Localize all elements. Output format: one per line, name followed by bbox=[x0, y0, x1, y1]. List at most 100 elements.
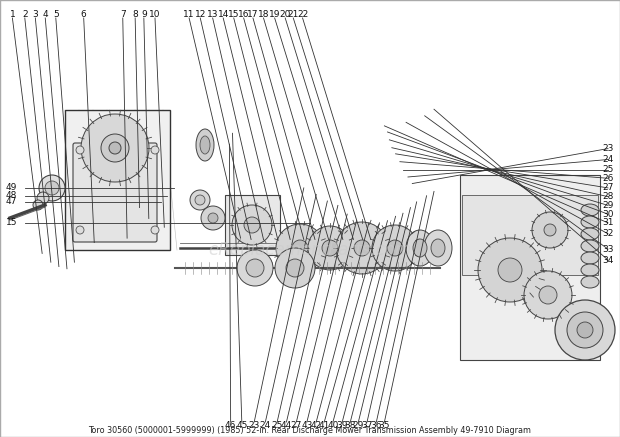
Ellipse shape bbox=[286, 259, 304, 277]
Text: 27: 27 bbox=[603, 184, 614, 192]
Text: 29: 29 bbox=[353, 421, 364, 430]
Text: 12: 12 bbox=[195, 10, 206, 19]
Text: 29: 29 bbox=[603, 201, 614, 210]
Ellipse shape bbox=[524, 271, 572, 319]
Ellipse shape bbox=[544, 224, 556, 236]
Ellipse shape bbox=[237, 250, 273, 286]
Ellipse shape bbox=[581, 276, 599, 288]
Ellipse shape bbox=[196, 129, 214, 161]
Text: 1: 1 bbox=[9, 10, 16, 19]
Bar bbox=[65, 110, 170, 250]
Text: 49: 49 bbox=[6, 184, 17, 192]
Text: 24: 24 bbox=[260, 421, 271, 430]
Ellipse shape bbox=[498, 258, 522, 282]
Ellipse shape bbox=[539, 286, 557, 304]
Text: 9: 9 bbox=[141, 10, 147, 19]
Ellipse shape bbox=[232, 205, 272, 245]
Text: 14: 14 bbox=[218, 10, 229, 19]
Text: 4: 4 bbox=[42, 10, 48, 19]
Ellipse shape bbox=[151, 226, 159, 234]
Ellipse shape bbox=[387, 240, 403, 256]
Text: 19: 19 bbox=[269, 10, 280, 19]
Ellipse shape bbox=[109, 142, 121, 154]
Text: 34: 34 bbox=[603, 256, 614, 264]
Ellipse shape bbox=[581, 252, 599, 264]
Text: 23: 23 bbox=[249, 421, 260, 430]
Text: 24: 24 bbox=[603, 155, 614, 164]
Ellipse shape bbox=[101, 134, 129, 162]
Ellipse shape bbox=[581, 264, 599, 276]
Text: 13: 13 bbox=[207, 10, 218, 19]
Text: 39: 39 bbox=[337, 421, 348, 430]
Text: 21: 21 bbox=[288, 10, 299, 19]
Bar bbox=[462, 195, 598, 275]
Text: 37: 37 bbox=[361, 421, 373, 430]
Text: 30: 30 bbox=[603, 210, 614, 218]
FancyBboxPatch shape bbox=[73, 143, 157, 242]
Ellipse shape bbox=[81, 114, 149, 182]
Text: 15: 15 bbox=[6, 218, 17, 227]
Text: 32: 32 bbox=[603, 229, 614, 238]
Text: 18: 18 bbox=[258, 10, 269, 19]
Ellipse shape bbox=[406, 230, 434, 266]
Text: 38: 38 bbox=[345, 421, 356, 430]
Text: 35: 35 bbox=[379, 421, 390, 430]
Text: 26: 26 bbox=[603, 174, 614, 183]
Ellipse shape bbox=[76, 226, 84, 234]
Ellipse shape bbox=[532, 212, 568, 248]
Text: 7: 7 bbox=[120, 10, 126, 19]
Ellipse shape bbox=[372, 225, 418, 271]
Ellipse shape bbox=[33, 200, 43, 210]
Ellipse shape bbox=[208, 213, 218, 223]
Ellipse shape bbox=[354, 240, 370, 256]
Text: 6: 6 bbox=[81, 10, 87, 19]
Text: 2: 2 bbox=[22, 10, 28, 19]
Text: 25: 25 bbox=[272, 421, 283, 430]
Ellipse shape bbox=[76, 146, 84, 154]
Text: 46: 46 bbox=[225, 421, 236, 430]
Text: 42: 42 bbox=[311, 421, 322, 430]
Ellipse shape bbox=[581, 216, 599, 228]
Text: 48: 48 bbox=[6, 191, 17, 200]
Text: 15: 15 bbox=[228, 10, 239, 19]
Ellipse shape bbox=[37, 192, 49, 204]
Ellipse shape bbox=[39, 175, 65, 201]
Ellipse shape bbox=[195, 195, 205, 205]
Ellipse shape bbox=[45, 181, 59, 195]
Text: 11: 11 bbox=[184, 10, 195, 19]
Bar bbox=[225, 195, 280, 255]
Ellipse shape bbox=[413, 239, 427, 257]
Ellipse shape bbox=[478, 238, 542, 302]
Ellipse shape bbox=[275, 248, 315, 288]
Text: 23: 23 bbox=[603, 144, 614, 153]
Text: Toro 30560 (5000001-5999999) (1985) 52-in. Rear Discharge Mower Transmission Ass: Toro 30560 (5000001-5999999) (1985) 52-i… bbox=[89, 426, 531, 435]
Text: 5: 5 bbox=[53, 10, 59, 19]
Text: 40: 40 bbox=[327, 421, 339, 430]
Text: 3: 3 bbox=[32, 10, 38, 19]
Text: 8: 8 bbox=[132, 10, 138, 19]
Ellipse shape bbox=[431, 239, 445, 257]
Ellipse shape bbox=[246, 259, 264, 277]
Text: 25: 25 bbox=[603, 165, 614, 174]
Text: 10: 10 bbox=[149, 10, 161, 19]
Text: 47: 47 bbox=[6, 198, 17, 206]
Ellipse shape bbox=[336, 222, 388, 274]
Text: 27: 27 bbox=[291, 421, 302, 430]
Ellipse shape bbox=[151, 146, 159, 154]
Ellipse shape bbox=[581, 204, 599, 216]
Ellipse shape bbox=[201, 206, 225, 230]
Ellipse shape bbox=[308, 226, 352, 270]
Ellipse shape bbox=[424, 230, 452, 266]
Ellipse shape bbox=[190, 190, 210, 210]
Ellipse shape bbox=[244, 217, 260, 233]
Text: 16: 16 bbox=[238, 10, 249, 19]
Text: 33: 33 bbox=[603, 245, 614, 253]
Ellipse shape bbox=[322, 240, 338, 256]
Text: 41: 41 bbox=[319, 421, 330, 430]
Text: 43: 43 bbox=[301, 421, 312, 430]
Text: 31: 31 bbox=[603, 218, 614, 227]
Ellipse shape bbox=[292, 240, 308, 256]
Ellipse shape bbox=[577, 322, 593, 338]
Ellipse shape bbox=[200, 136, 210, 154]
Text: 20: 20 bbox=[280, 10, 291, 19]
